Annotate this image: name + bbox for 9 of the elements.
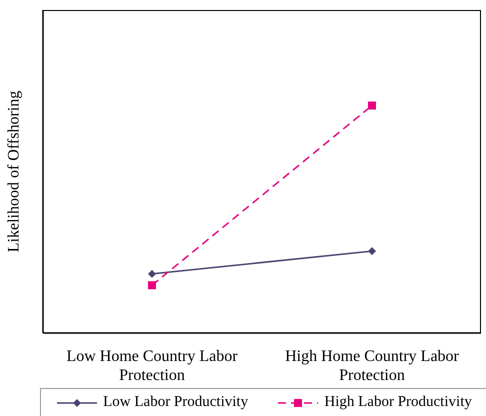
point [148,281,156,290]
point [368,247,376,256]
point [148,270,156,278]
y-axis-title: Likelihood of Offshoring [6,90,23,252]
point [368,102,376,110]
x-tick-label: Low Home Country Labor Protection [66,348,238,384]
legend-label: Low Labor Productivity [103,394,248,411]
legend-label: High Labor Productivity [324,394,472,411]
x-tick-label: High Home Country Labor Protection [285,348,460,384]
